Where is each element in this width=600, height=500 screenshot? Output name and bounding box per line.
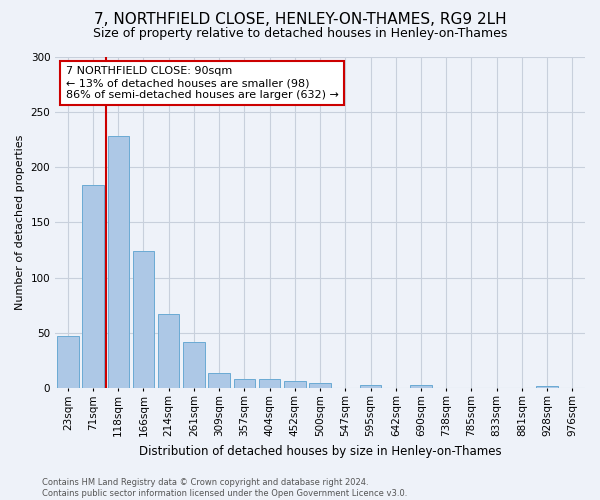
- Text: 7, NORTHFIELD CLOSE, HENLEY-ON-THAMES, RG9 2LH: 7, NORTHFIELD CLOSE, HENLEY-ON-THAMES, R…: [94, 12, 506, 28]
- Bar: [233, 378, 255, 388]
- Bar: [158, 314, 179, 388]
- Bar: [107, 136, 129, 388]
- Bar: [284, 380, 305, 388]
- Bar: [410, 385, 432, 388]
- Text: Contains HM Land Registry data © Crown copyright and database right 2024.
Contai: Contains HM Land Registry data © Crown c…: [42, 478, 407, 498]
- Bar: [183, 342, 205, 388]
- Bar: [133, 252, 154, 388]
- X-axis label: Distribution of detached houses by size in Henley-on-Thames: Distribution of detached houses by size …: [139, 444, 502, 458]
- Text: Size of property relative to detached houses in Henley-on-Thames: Size of property relative to detached ho…: [93, 28, 507, 40]
- Y-axis label: Number of detached properties: Number of detached properties: [15, 135, 25, 310]
- Text: 7 NORTHFIELD CLOSE: 90sqm
← 13% of detached houses are smaller (98)
86% of semi-: 7 NORTHFIELD CLOSE: 90sqm ← 13% of detac…: [66, 66, 338, 100]
- Bar: [259, 378, 280, 388]
- Bar: [82, 185, 104, 388]
- Bar: [310, 383, 331, 388]
- Bar: [360, 385, 381, 388]
- Bar: [57, 336, 79, 388]
- Bar: [536, 386, 558, 388]
- Bar: [208, 373, 230, 388]
